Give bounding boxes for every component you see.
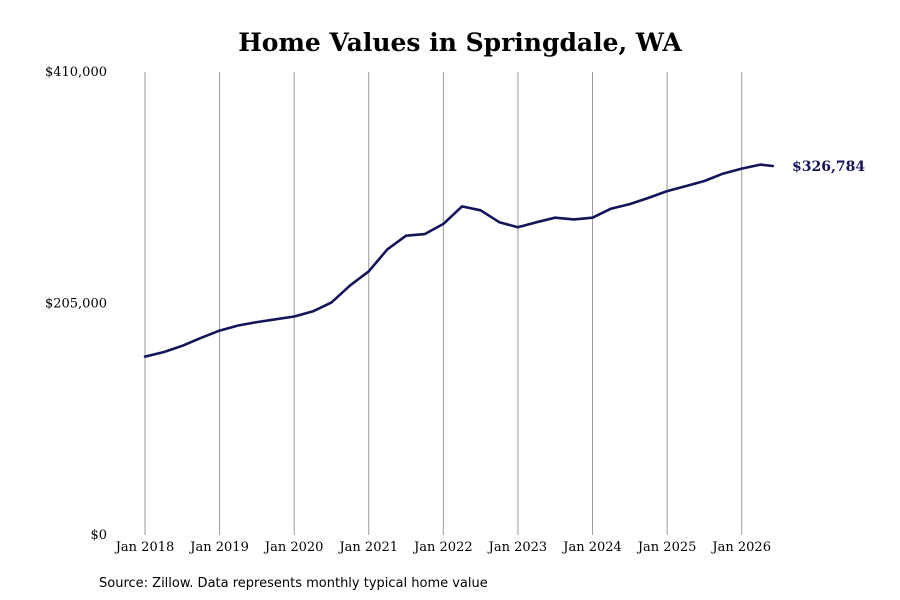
x-tick-label: Jan 2026: [710, 540, 771, 555]
chart-title: Home Values in Springdale, WA: [238, 28, 682, 57]
x-tick-label: Jan 2018: [114, 540, 175, 555]
x-tick-label: Jan 2023: [487, 540, 548, 555]
x-tick-label: Jan 2020: [263, 540, 324, 555]
source-note: Source: Zillow. Data represents monthly …: [99, 576, 488, 591]
x-tick-label: Jan 2022: [412, 540, 473, 555]
y-tick-label: $0: [90, 528, 107, 543]
x-tick-label: Jan 2019: [188, 540, 249, 555]
series-line: [143, 163, 775, 358]
y-tick-label: $410,000: [45, 65, 107, 80]
x-tick-label: Jan 2024: [561, 540, 622, 555]
grid: [144, 72, 743, 535]
end-value-label: $326,784: [792, 159, 865, 175]
y-axis: $0 $205,000 $410,000: [45, 65, 107, 543]
y-tick-label: $205,000: [45, 297, 107, 312]
x-axis: Jan 2018 Jan 2019 Jan 2020 Jan 2021 Jan 2022…: [114, 540, 771, 555]
x-tick-label: Jan 2021: [337, 540, 398, 555]
series-group: [143, 163, 775, 358]
x-tick-label: Jan 2025: [636, 540, 697, 555]
